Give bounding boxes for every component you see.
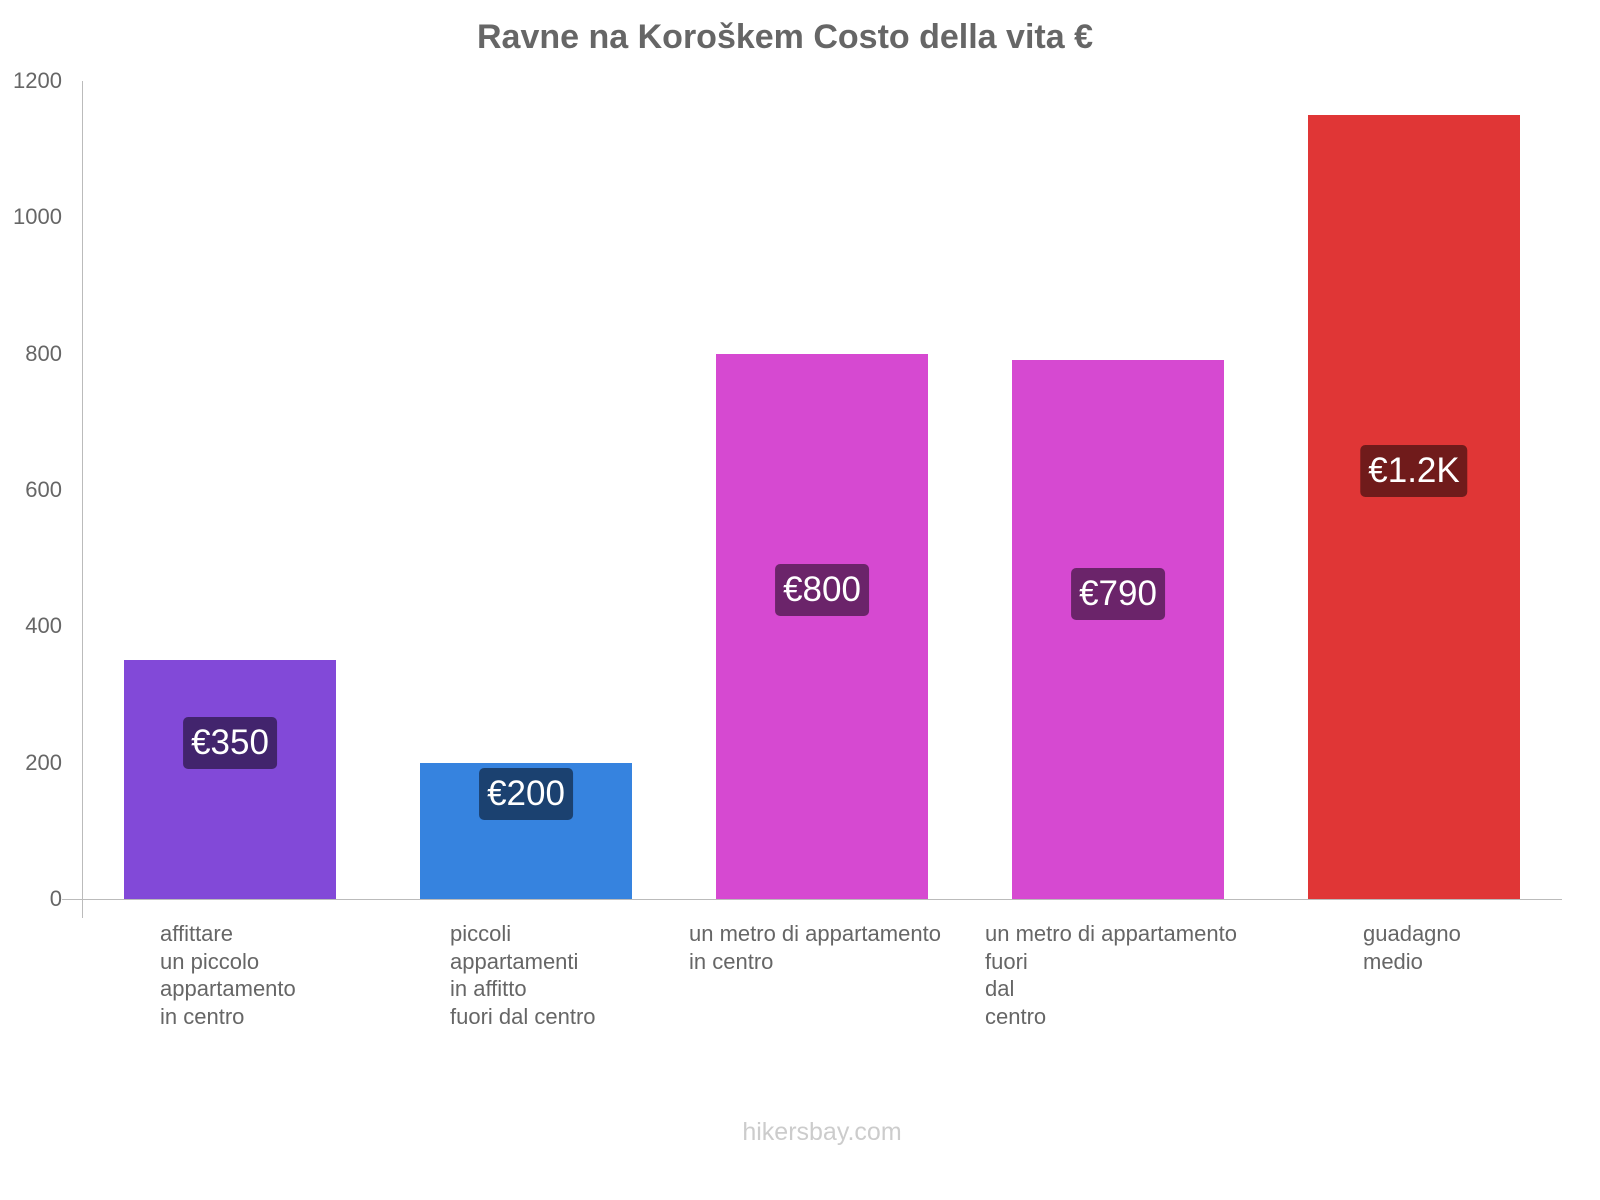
x-category-label: affittare un piccolo appartamento in cen…	[160, 921, 296, 1029]
x-axis-line	[62, 899, 1562, 900]
bar[interactable]: €800	[716, 353, 928, 899]
y-tick-label: 0	[49, 886, 62, 911]
x-category-label: un metro di appartamento in centro	[689, 921, 941, 974]
x-category-label: un metro di appartamento fuori dal centr…	[985, 921, 1237, 1029]
bar-value-label: €350	[183, 716, 277, 769]
y-tick-label: 600	[25, 477, 62, 502]
y-tick-label: 800	[25, 340, 62, 366]
x-category-label: guadagno medio	[1363, 921, 1461, 974]
chart-title: Ravne na Koroškem Costo della vita €	[477, 18, 1093, 56]
bar[interactable]: €790	[1012, 360, 1224, 899]
bar-value-label: €1.2K	[1360, 444, 1468, 497]
bar[interactable]: €1.2K	[1308, 115, 1520, 899]
bar[interactable]: €350	[124, 660, 336, 899]
watermark: hikersbay.com	[742, 1118, 902, 1146]
y-tick-label: 400	[25, 613, 62, 639]
x-category-label: piccoli appartamenti in affitto fuori da…	[450, 921, 596, 1029]
y-tick-label: 200	[25, 749, 62, 775]
bar[interactable]: €200	[420, 762, 632, 899]
bar-value-label: €800	[775, 563, 869, 616]
y-tick-label: 1200	[13, 68, 62, 93]
y-axis-line	[82, 81, 83, 918]
y-tick-mark	[62, 899, 82, 900]
bar-value-label: €200	[479, 767, 573, 820]
bar-value-label: €790	[1071, 567, 1165, 620]
y-tick-label: 1000	[13, 204, 62, 230]
